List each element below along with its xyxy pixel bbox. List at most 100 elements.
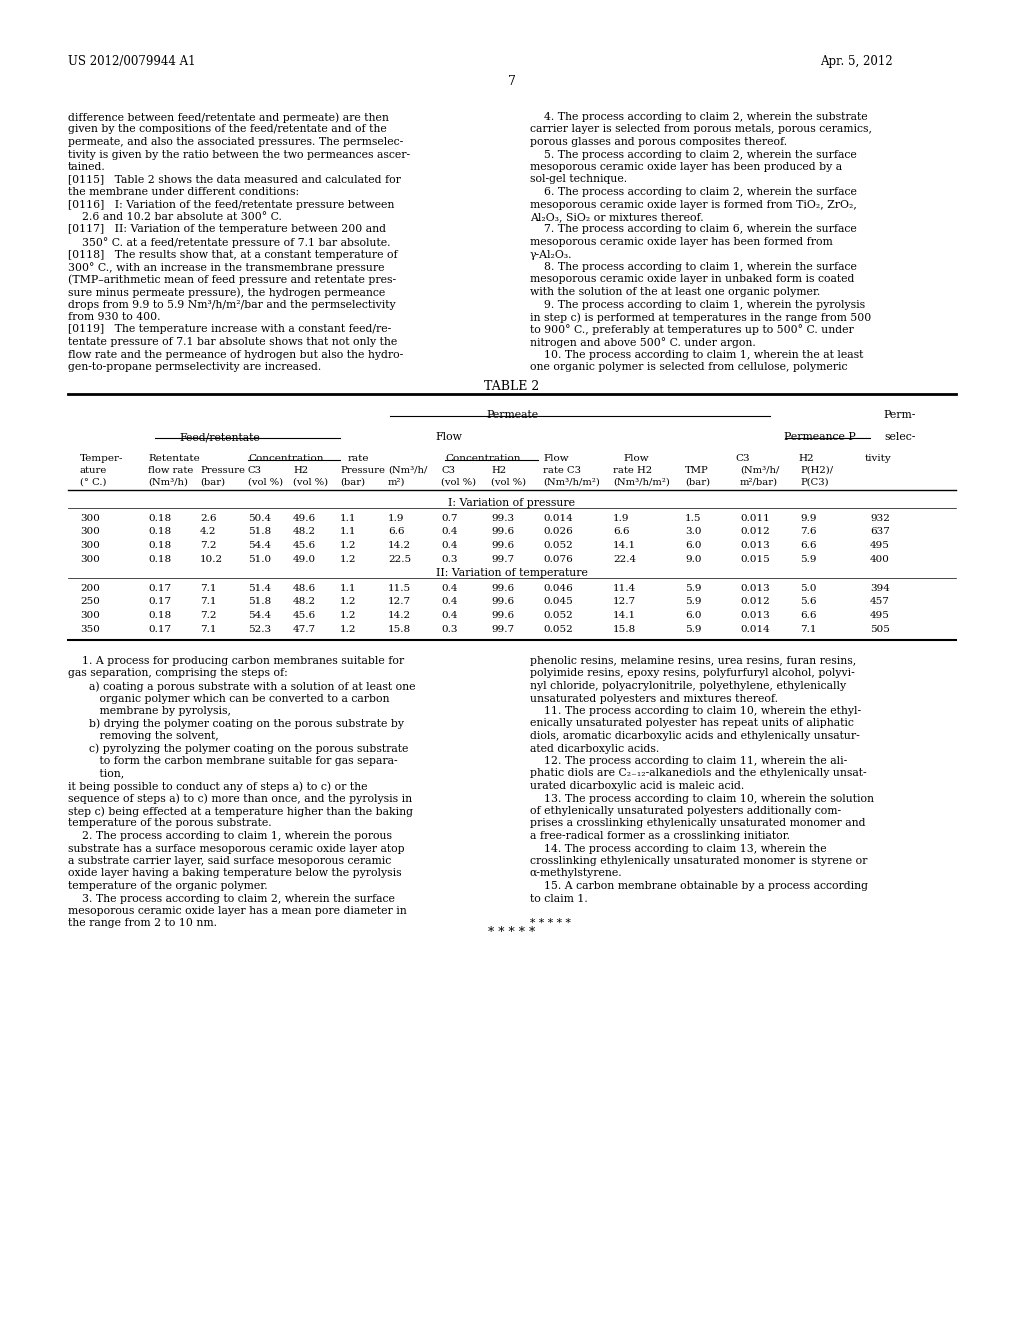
Text: 0.3: 0.3 [441,554,458,564]
Text: 0.012: 0.012 [740,598,770,606]
Text: mesoporous ceramic oxide layer has been produced by a: mesoporous ceramic oxide layer has been … [530,162,842,172]
Text: 0.18: 0.18 [148,528,171,536]
Text: one organic polymer is selected from cellulose, polymeric: one organic polymer is selected from cel… [530,362,848,372]
Text: 300: 300 [80,541,100,550]
Text: 0.3: 0.3 [441,624,458,634]
Text: I: Variation of pressure: I: Variation of pressure [449,498,575,508]
Text: [0119]   The temperature increase with a constant feed/re-: [0119] The temperature increase with a c… [68,325,391,334]
Text: 15.8: 15.8 [613,624,636,634]
Text: 10.2: 10.2 [200,554,223,564]
Text: 0.076: 0.076 [543,554,572,564]
Text: 49.0: 49.0 [293,554,316,564]
Text: 0.4: 0.4 [441,611,458,620]
Text: 48.2: 48.2 [293,598,316,606]
Text: removing the solvent,: removing the solvent, [68,731,219,741]
Text: 0.014: 0.014 [543,513,572,523]
Text: (° C.): (° C.) [80,478,106,487]
Text: 4. The process according to claim 2, wherein the substrate: 4. The process according to claim 2, whe… [530,112,867,121]
Text: 9. The process according to claim 1, wherein the pyrolysis: 9. The process according to claim 1, whe… [530,300,865,309]
Text: 15. A carbon membrane obtainable by a process according: 15. A carbon membrane obtainable by a pr… [530,880,868,891]
Text: 99.6: 99.6 [490,583,514,593]
Text: in step c) is performed at temperatures in the range from 500: in step c) is performed at temperatures … [530,312,871,322]
Text: Temper-: Temper- [80,454,124,463]
Text: 11. The process according to claim 10, wherein the ethyl-: 11. The process according to claim 10, w… [530,706,861,715]
Text: porous glasses and porous composites thereof.: porous glasses and porous composites the… [530,137,787,147]
Text: 0.18: 0.18 [148,611,171,620]
Text: 14.1: 14.1 [613,541,636,550]
Text: to form the carbon membrane suitable for gas separa-: to form the carbon membrane suitable for… [68,756,397,766]
Text: 7.1: 7.1 [200,624,216,634]
Text: 2.6: 2.6 [200,513,216,523]
Text: 22.4: 22.4 [613,554,636,564]
Text: [0118]   The results show that, at a constant temperature of: [0118] The results show that, at a const… [68,249,397,260]
Text: 1.9: 1.9 [388,513,404,523]
Text: (vol %): (vol %) [441,478,476,487]
Text: 51.8: 51.8 [248,598,271,606]
Text: gas separation, comprising the steps of:: gas separation, comprising the steps of: [68,668,288,678]
Text: 0.026: 0.026 [543,528,572,536]
Text: 0.4: 0.4 [441,598,458,606]
Text: to 900° C., preferably at temperatures up to 500° C. under: to 900° C., preferably at temperatures u… [530,325,854,335]
Text: tivity is given by the ratio between the two permeances ascer-: tivity is given by the ratio between the… [68,149,411,160]
Text: 300: 300 [80,528,100,536]
Text: polyimide resins, epoxy resins, polyfurfuryl alcohol, polyvi-: polyimide resins, epoxy resins, polyfurf… [530,668,855,678]
Text: phenolic resins, melamine resins, urea resins, furan resins,: phenolic resins, melamine resins, urea r… [530,656,856,667]
Text: 0.052: 0.052 [543,541,572,550]
Text: (Nm³/h/: (Nm³/h/ [740,466,779,475]
Text: 1.9: 1.9 [613,513,630,523]
Text: oxide layer having a baking temperature below the pyrolysis: oxide layer having a baking temperature … [68,869,401,879]
Text: selec-: selec- [885,432,915,442]
Text: (Nm³/h): (Nm³/h) [148,478,188,487]
Text: tentate pressure of 7.1 bar absolute shows that not only the: tentate pressure of 7.1 bar absolute sho… [68,337,397,347]
Text: 11.5: 11.5 [388,583,411,593]
Text: 350: 350 [80,624,100,634]
Text: rate: rate [348,454,370,463]
Text: given by the compositions of the feed/retentate and of the: given by the compositions of the feed/re… [68,124,387,135]
Text: 7.1: 7.1 [200,598,216,606]
Text: 5.9: 5.9 [800,554,816,564]
Text: γ-Al₂O₃.: γ-Al₂O₃. [530,249,572,260]
Text: m²): m²) [388,478,406,487]
Text: H2: H2 [798,454,814,463]
Text: 7.1: 7.1 [200,583,216,593]
Text: 99.6: 99.6 [490,598,514,606]
Text: 457: 457 [870,598,890,606]
Text: [0116]   I: Variation of the feed/retentate pressure between: [0116] I: Variation of the feed/retentat… [68,199,394,210]
Text: tivity: tivity [865,454,892,463]
Text: 13. The process according to claim 10, wherein the solution: 13. The process according to claim 10, w… [530,793,874,804]
Text: * * * * *: * * * * * [530,919,570,928]
Text: 1.2: 1.2 [340,541,356,550]
Text: 394: 394 [870,583,890,593]
Text: C3: C3 [248,466,262,475]
Text: nitrogen and above 500° C. under argon.: nitrogen and above 500° C. under argon. [530,337,756,348]
Text: 14.2: 14.2 [388,611,411,620]
Text: sequence of steps a) to c) more than once, and the pyrolysis in: sequence of steps a) to c) more than onc… [68,793,412,804]
Text: 51.0: 51.0 [248,554,271,564]
Text: 45.6: 45.6 [293,611,316,620]
Text: 0.4: 0.4 [441,583,458,593]
Text: mesoporous ceramic oxide layer has a mean pore diameter in: mesoporous ceramic oxide layer has a mea… [68,906,407,916]
Text: 0.18: 0.18 [148,513,171,523]
Text: flow rate: flow rate [148,466,194,475]
Text: 7.2: 7.2 [200,611,216,620]
Text: crosslinking ethylenically unsaturated monomer is styrene or: crosslinking ethylenically unsaturated m… [530,855,867,866]
Text: 0.013: 0.013 [740,583,770,593]
Text: 1.2: 1.2 [340,554,356,564]
Text: 250: 250 [80,598,100,606]
Text: with the solution of the at least one organic polymer.: with the solution of the at least one or… [530,286,820,297]
Text: 495: 495 [870,541,890,550]
Text: 6.6: 6.6 [800,541,816,550]
Text: 350° C. at a feed/retentate pressure of 7.1 bar absolute.: 350° C. at a feed/retentate pressure of … [68,238,390,248]
Text: rate H2: rate H2 [613,466,652,475]
Text: 6.0: 6.0 [685,541,701,550]
Text: Al₂O₃, SiO₂ or mixtures thereof.: Al₂O₃, SiO₂ or mixtures thereof. [530,213,703,222]
Text: * * * * *: * * * * * [488,927,536,939]
Text: 99.6: 99.6 [490,528,514,536]
Text: (vol %): (vol %) [248,478,283,487]
Text: (vol %): (vol %) [490,478,526,487]
Text: 1.1: 1.1 [340,513,356,523]
Text: 0.015: 0.015 [740,554,770,564]
Text: 0.17: 0.17 [148,583,171,593]
Text: 300: 300 [80,513,100,523]
Text: b) drying the polymer coating on the porous substrate by: b) drying the polymer coating on the por… [68,718,404,729]
